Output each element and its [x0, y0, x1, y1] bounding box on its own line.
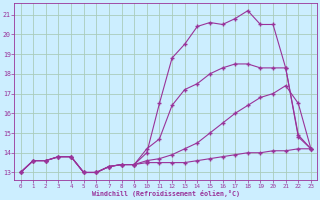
X-axis label: Windchill (Refroidissement éolien,°C): Windchill (Refroidissement éolien,°C) [92, 190, 240, 197]
